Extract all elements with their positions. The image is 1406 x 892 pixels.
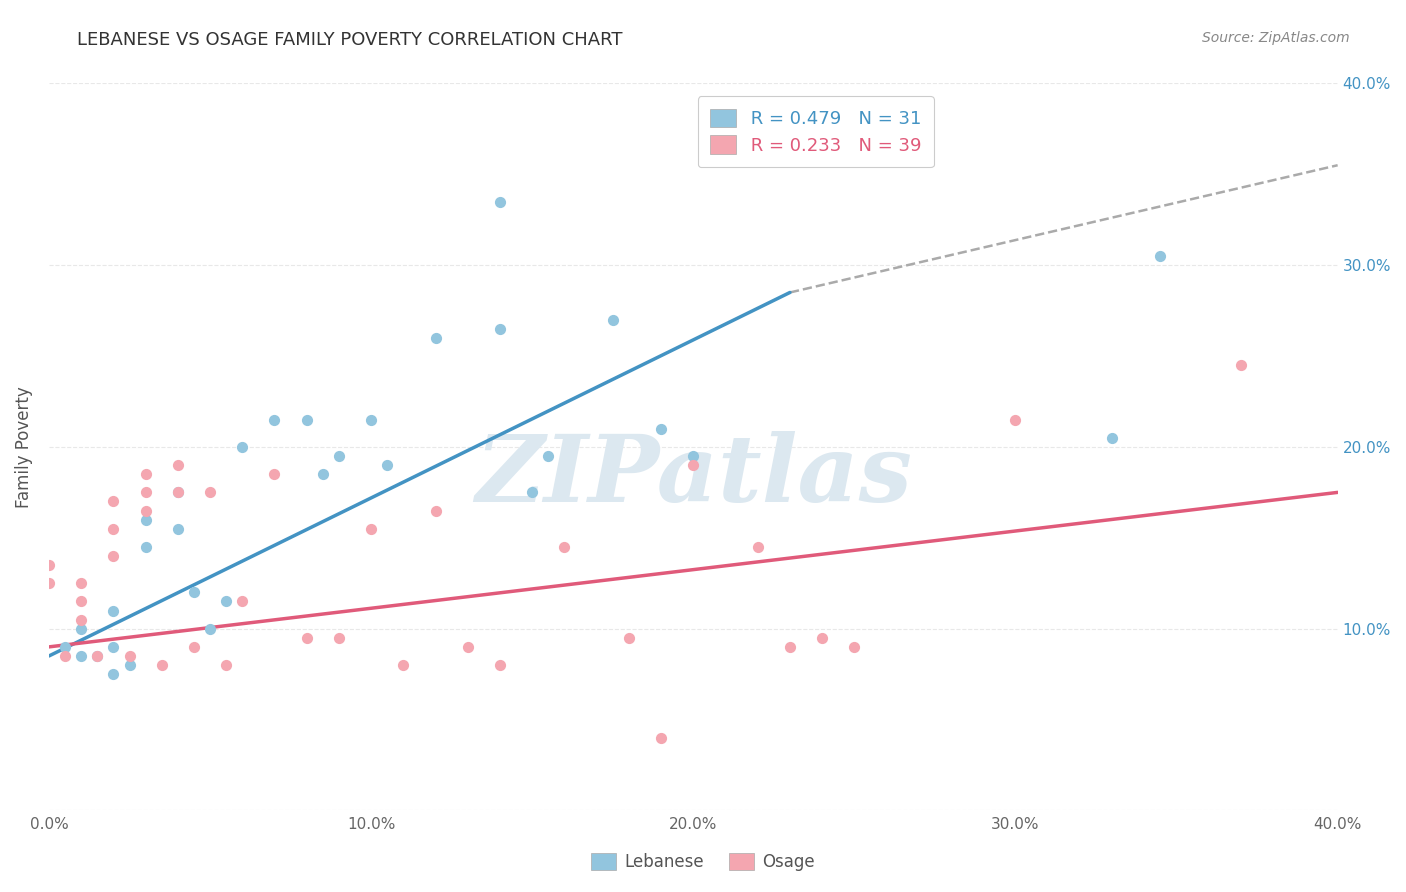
Point [1230,358,1253,372]
Point [682,458,704,472]
Text: LEBANESE VS OSAGE FAMILY POVERTY CORRELATION CHART: LEBANESE VS OSAGE FAMILY POVERTY CORRELA… [77,31,623,49]
Point [38,576,60,591]
Point [747,540,769,554]
Point [425,331,447,345]
Point [1149,249,1171,263]
Point [295,412,318,426]
Point [135,467,157,482]
Point [135,503,157,517]
Point [183,640,205,654]
Legend:  R = 0.479   N = 31,  R = 0.233   N = 39: R = 0.479 N = 31, R = 0.233 N = 39 [697,96,934,168]
Point [650,422,672,436]
Point [844,640,866,654]
Point [231,440,253,454]
Point [70,613,93,627]
Point [779,640,801,654]
Point [150,658,173,673]
Point [312,467,335,482]
Point [103,667,125,681]
Text: Source: ZipAtlas.com: Source: ZipAtlas.com [1202,31,1350,45]
Point [392,658,415,673]
Point [118,658,141,673]
Point [198,622,221,636]
Point [135,513,157,527]
Point [53,648,76,663]
Point [650,731,672,745]
Point [215,594,238,608]
Point [553,540,575,554]
Point [360,412,382,426]
Point [602,312,624,326]
Point [263,49,285,63]
Point [38,558,60,573]
Point [375,458,398,472]
Point [103,494,125,508]
Point [103,640,125,654]
Point [198,485,221,500]
Point [70,648,93,663]
Point [70,622,93,636]
Point [166,485,188,500]
Point [135,540,157,554]
Point [215,658,238,673]
Point [457,640,479,654]
Point [166,485,188,500]
Text: ZIPatlas: ZIPatlas [475,431,912,521]
Point [118,648,141,663]
Point [811,631,834,645]
Point [295,631,318,645]
Point [263,412,285,426]
Point [70,576,93,591]
Point [183,585,205,599]
Point [328,449,350,463]
Point [53,640,76,654]
Point [103,549,125,563]
Point [263,467,285,482]
Point [360,522,382,536]
Point [86,648,108,663]
Point [231,594,253,608]
Point [425,503,447,517]
Point [537,449,560,463]
Point [489,322,512,336]
Point [166,458,188,472]
Point [86,648,108,663]
Point [617,631,640,645]
Point [1101,431,1123,445]
Point [522,485,544,500]
Point [489,194,512,209]
Point [103,522,125,536]
Point [1004,412,1026,426]
Point [70,594,93,608]
Point [103,603,125,617]
Point [682,449,704,463]
Point [166,522,188,536]
Legend: Lebanese, Osage: Lebanese, Osage [582,845,824,880]
Point [328,631,350,645]
Y-axis label: Family Poverty: Family Poverty [15,386,32,508]
Point [135,485,157,500]
Point [489,658,512,673]
